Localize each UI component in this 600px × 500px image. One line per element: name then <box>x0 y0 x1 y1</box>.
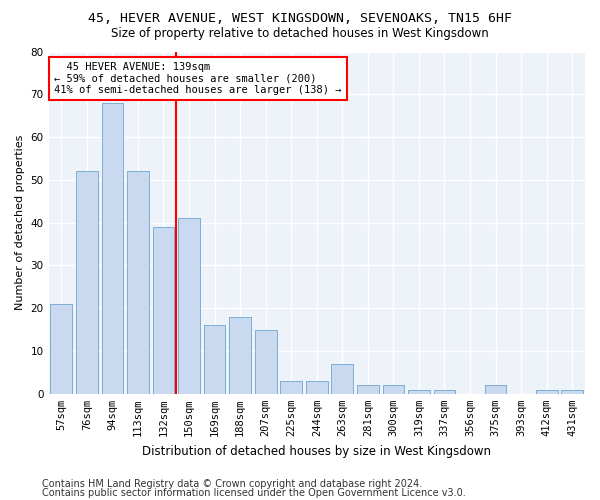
Bar <box>178 218 200 394</box>
Bar <box>408 390 430 394</box>
Bar <box>152 227 175 394</box>
Bar <box>229 317 251 394</box>
Bar <box>562 390 583 394</box>
Bar <box>255 330 277 394</box>
Bar <box>536 390 557 394</box>
Bar <box>331 364 353 394</box>
Text: Contains HM Land Registry data © Crown copyright and database right 2024.: Contains HM Land Registry data © Crown c… <box>42 479 422 489</box>
X-axis label: Distribution of detached houses by size in West Kingsdown: Distribution of detached houses by size … <box>142 444 491 458</box>
Text: Size of property relative to detached houses in West Kingsdown: Size of property relative to detached ho… <box>111 28 489 40</box>
Text: 45, HEVER AVENUE, WEST KINGSDOWN, SEVENOAKS, TN15 6HF: 45, HEVER AVENUE, WEST KINGSDOWN, SEVENO… <box>88 12 512 26</box>
Bar <box>127 172 149 394</box>
Bar <box>101 103 123 394</box>
Bar <box>485 385 506 394</box>
Bar <box>50 304 72 394</box>
Bar <box>383 385 404 394</box>
Bar <box>357 385 379 394</box>
Bar <box>76 172 98 394</box>
Bar <box>306 381 328 394</box>
Bar <box>434 390 455 394</box>
Y-axis label: Number of detached properties: Number of detached properties <box>15 135 25 310</box>
Text: 45 HEVER AVENUE: 139sqm
← 59% of detached houses are smaller (200)
41% of semi-d: 45 HEVER AVENUE: 139sqm ← 59% of detache… <box>54 62 341 95</box>
Bar <box>204 326 226 394</box>
Bar <box>280 381 302 394</box>
Text: Contains public sector information licensed under the Open Government Licence v3: Contains public sector information licen… <box>42 488 466 498</box>
